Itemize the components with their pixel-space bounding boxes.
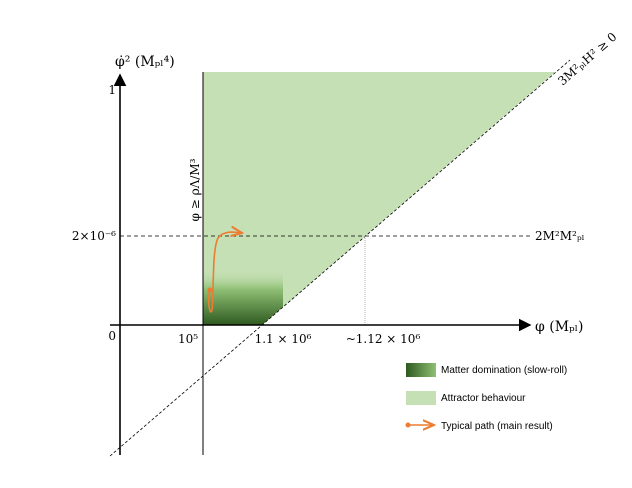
x-tick-label: 1.1 × 10⁶ [255, 332, 312, 346]
legend-label: Matter domination (slow-roll) [441, 365, 567, 376]
attractor-region [203, 72, 555, 325]
matter-region [203, 270, 283, 325]
diagonal-bound [109, 59, 571, 457]
legend-label: Attractor behaviour [441, 393, 526, 404]
vertical-bound-label: φ ≥ ρΛ/M³ [188, 158, 202, 221]
x-tick-label: 10⁵ [178, 332, 198, 346]
y-tick-label: 1 [108, 83, 116, 97]
legend-label: Typical path (main result) [441, 421, 553, 432]
legend-swatch [406, 391, 436, 405]
horizontal-level-label: 2M²M²ₚₗ [535, 229, 585, 243]
y-tick-label: 0 [108, 329, 116, 343]
typical-path [207, 232, 242, 313]
diagonal-bound-label: 3M²ₚₗH² ≥ 0 [555, 30, 619, 88]
path-start [207, 287, 213, 293]
legend-swatch [406, 363, 436, 377]
x-tick-label: ~1.12 × 10⁶ [346, 332, 421, 346]
y-tick-label: 2×10⁻⁶ [72, 229, 116, 243]
legend-swatch [405, 422, 411, 428]
x-axis-label: φ (Mₚₗ) [535, 319, 584, 335]
y-axis-label: φ̇² (Mₚₗ⁴) [115, 54, 175, 70]
